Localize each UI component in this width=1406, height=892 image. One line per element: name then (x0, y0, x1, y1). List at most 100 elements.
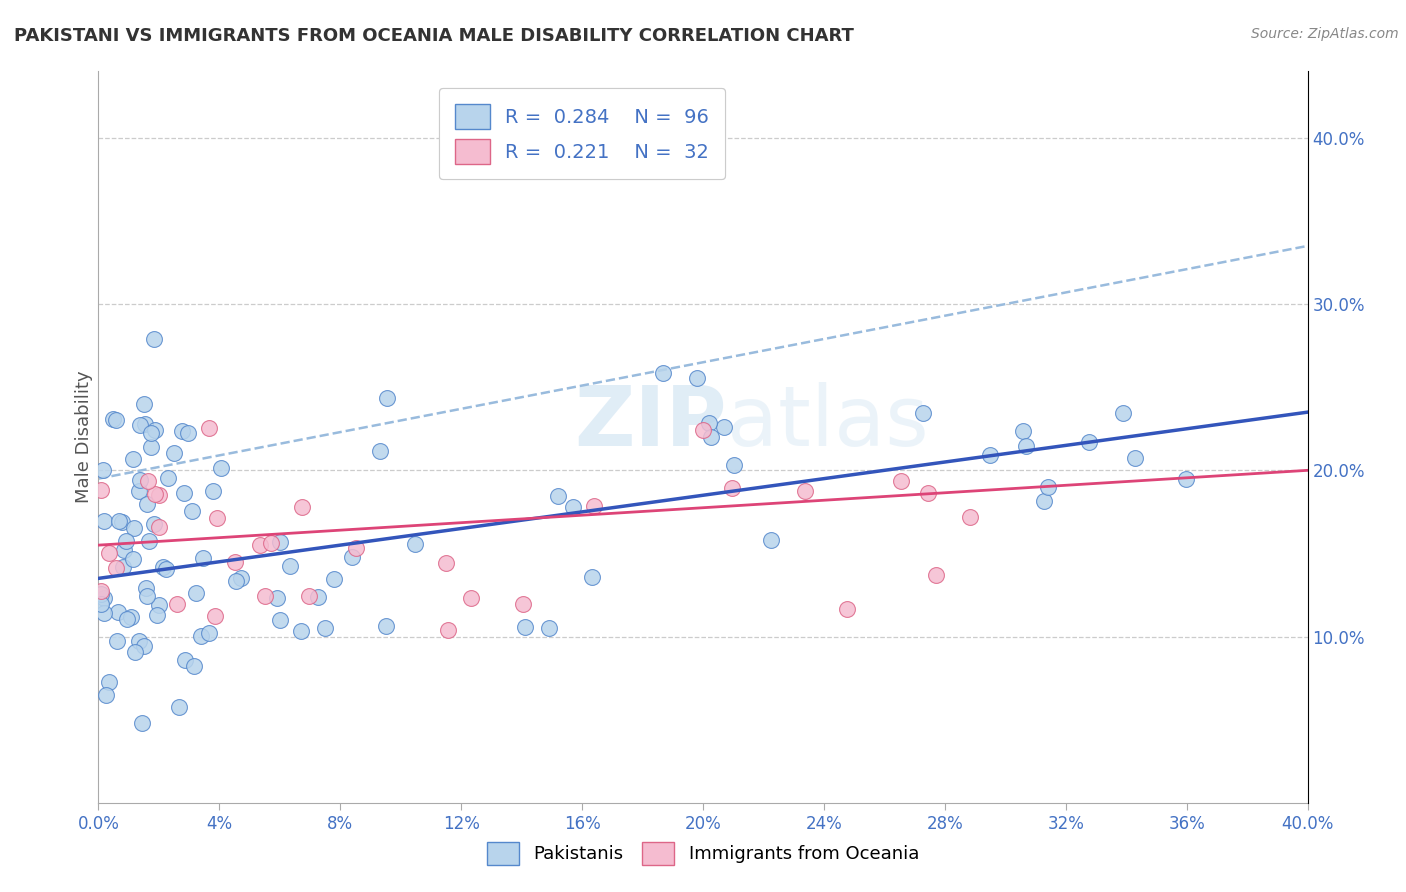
Point (97, 546, 120, 560)
Point (434, 556, 457, 570)
Point (129, 473, 152, 487)
Point (139, 441, 162, 455)
Point (204, 609, 226, 624)
Point (177, 425, 200, 440)
Point (139, 426, 162, 441)
Point (143, 332, 166, 346)
Point (437, 623, 460, 637)
Point (105, 633, 128, 648)
Point (180, 504, 202, 518)
Point (98, 674, 121, 689)
Point (297, 589, 319, 603)
Point (581, 570, 603, 584)
Point (278, 558, 301, 573)
Point (721, 481, 744, 495)
Point (107, 605, 129, 619)
Point (340, 549, 363, 564)
Point (166, 597, 188, 611)
Point (115, 612, 138, 626)
Point (173, 485, 195, 500)
Point (93, 591, 115, 606)
Point (229, 571, 252, 585)
Point (314, 621, 336, 635)
Point (190, 629, 212, 643)
Point (122, 552, 145, 566)
Point (547, 489, 569, 503)
Point (90, 597, 112, 611)
Point (169, 700, 191, 714)
Point (163, 446, 186, 460)
Point (375, 391, 398, 405)
Point (249, 538, 271, 552)
Point (170, 425, 193, 439)
Point (107, 514, 129, 528)
Point (460, 591, 482, 605)
Point (135, 582, 157, 596)
Point (979, 448, 1001, 462)
Point (93, 514, 115, 528)
Point (148, 488, 170, 502)
Point (1033, 494, 1056, 508)
Point (723, 458, 745, 472)
Point (890, 475, 912, 489)
Text: Source: ZipAtlas.com: Source: ZipAtlas.com (1251, 27, 1399, 41)
Point (1015, 439, 1038, 453)
Point (91, 463, 114, 477)
Point (692, 423, 714, 437)
Legend: R =  0.284    N =  96, R =  0.221    N =  32: R = 0.284 N = 96, R = 0.221 N = 32 (439, 88, 725, 179)
Point (148, 520, 170, 534)
Point (156, 471, 179, 485)
Point (794, 484, 817, 499)
Point (143, 423, 166, 437)
Point (128, 484, 150, 499)
Text: atlas: atlas (727, 382, 929, 463)
Point (90, 587, 112, 601)
Point (260, 535, 283, 549)
Legend: Pakistanis, Immigrants from Oceania: Pakistanis, Immigrants from Oceania (478, 833, 928, 874)
Point (224, 555, 246, 569)
Point (925, 567, 948, 582)
Point (322, 573, 344, 587)
Text: ZIP: ZIP (575, 382, 727, 463)
Point (103, 411, 125, 425)
Point (128, 633, 150, 648)
Point (111, 515, 134, 529)
Point (266, 591, 288, 605)
Point (174, 653, 197, 667)
Point (104, 413, 127, 427)
Point (307, 590, 329, 604)
Point (1078, 435, 1101, 450)
Point (1112, 406, 1135, 420)
Point (1036, 480, 1059, 494)
Point (211, 460, 233, 475)
Point (225, 574, 247, 588)
Point (90, 584, 112, 599)
Point (290, 624, 312, 638)
Point (253, 589, 276, 603)
Point (132, 397, 155, 411)
Point (205, 511, 228, 525)
Point (291, 500, 314, 514)
Point (538, 621, 561, 635)
Point (713, 420, 735, 434)
Point (1175, 472, 1198, 486)
Point (93, 606, 115, 620)
Point (582, 499, 605, 513)
Point (128, 418, 150, 433)
Point (198, 625, 221, 640)
Point (184, 586, 207, 600)
Point (198, 421, 221, 435)
Point (115, 534, 138, 549)
Point (121, 452, 143, 467)
Point (120, 610, 142, 624)
Point (1011, 424, 1033, 438)
Point (155, 562, 177, 576)
Point (269, 535, 291, 549)
Point (562, 500, 585, 514)
Point (344, 541, 367, 555)
Point (515, 620, 537, 634)
Point (652, 366, 675, 380)
Point (122, 521, 145, 535)
Point (512, 598, 534, 612)
Point (837, 602, 859, 616)
